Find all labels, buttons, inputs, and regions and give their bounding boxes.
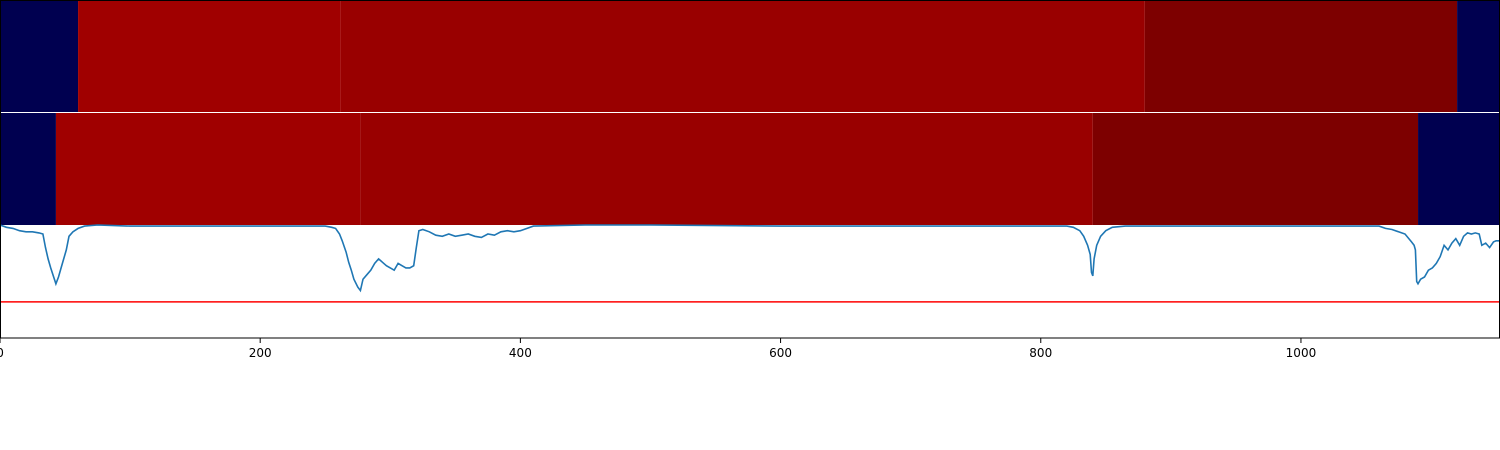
middle-strip-segment-1 — [55, 113, 361, 225]
x-tick-label-1000: 1000 — [1286, 346, 1317, 360]
x-tick-label-0: 0 — [0, 346, 4, 360]
signal-series-line — [0, 224, 1500, 293]
x-tick-label-600: 600 — [769, 346, 792, 360]
middle-strip-segment-4 — [1418, 113, 1500, 225]
top-strip-segment-3 — [1144, 1, 1458, 112]
x-tick-label-200: 200 — [249, 346, 272, 360]
middle-heatmap-strip — [0, 113, 1500, 225]
x-tick-label-800: 800 — [1029, 346, 1052, 360]
middle-strip-segment-2 — [360, 113, 1093, 225]
middle-strip-segment-0 — [0, 113, 56, 225]
top-strip-segment-4 — [1457, 1, 1500, 112]
middle-strip-segment-3 — [1092, 113, 1419, 225]
top-strip-segment-2 — [340, 1, 1145, 112]
x-tick-label-400: 400 — [509, 346, 532, 360]
top-strip-segment-1 — [78, 1, 341, 112]
top-heatmap-strip — [0, 1, 1500, 112]
x-axis: 0 200 400 600 800 1000 — [0, 338, 1316, 360]
top-strip-segment-0 — [0, 1, 79, 112]
